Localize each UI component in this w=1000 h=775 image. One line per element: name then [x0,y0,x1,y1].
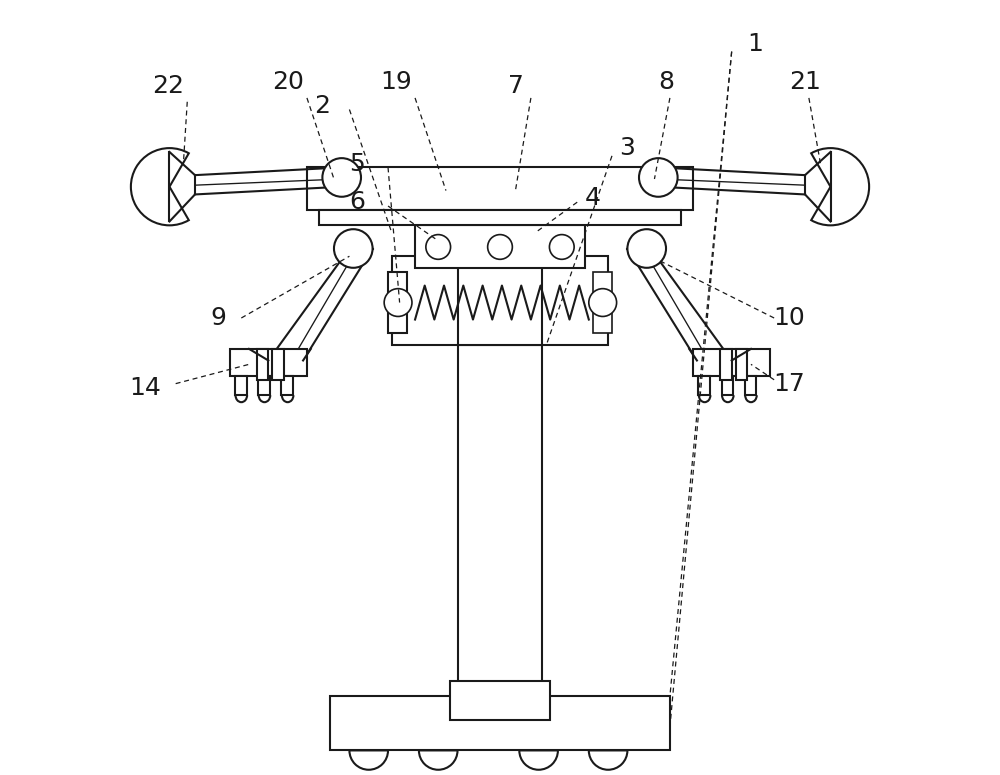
Text: 17: 17 [774,372,805,396]
Wedge shape [589,750,627,770]
Bar [722,376,733,395]
Text: 5: 5 [349,152,365,176]
Bar [593,272,612,333]
Bar [257,349,268,380]
Bar [392,257,608,345]
Text: 20: 20 [272,71,304,95]
Bar [388,272,407,333]
Bar [458,257,542,345]
Wedge shape [811,148,869,226]
Wedge shape [349,750,388,770]
Circle shape [488,235,512,260]
Bar [736,349,747,380]
Bar [458,294,542,697]
Bar [230,349,307,376]
Bar [693,349,770,376]
Circle shape [627,229,666,268]
Circle shape [334,229,373,268]
Bar [281,376,293,395]
Circle shape [426,235,451,260]
Bar [258,376,270,395]
Bar [319,210,681,226]
Bar [720,349,732,380]
Bar [272,349,284,380]
Bar [698,376,710,395]
Text: 7: 7 [508,74,523,98]
Circle shape [639,158,678,197]
Wedge shape [419,750,458,770]
Text: 9: 9 [210,306,226,330]
Text: 3: 3 [619,136,635,160]
Bar [307,167,693,210]
Circle shape [589,288,617,316]
Circle shape [549,235,574,260]
Text: 6: 6 [349,190,365,214]
Circle shape [322,158,361,197]
Wedge shape [131,148,189,226]
Text: 8: 8 [658,71,674,95]
Text: 19: 19 [380,71,412,95]
Bar [330,697,670,750]
Bar [745,376,756,395]
Text: 21: 21 [789,71,821,95]
Circle shape [384,288,412,316]
Bar [450,681,550,719]
Text: 14: 14 [129,376,161,399]
Text: 4: 4 [585,186,601,210]
Bar [415,226,585,268]
Text: 1: 1 [747,32,763,56]
Text: 22: 22 [152,74,184,98]
Bar [235,376,247,395]
Text: 2: 2 [314,94,330,118]
Text: 10: 10 [774,306,805,330]
Wedge shape [519,750,558,770]
